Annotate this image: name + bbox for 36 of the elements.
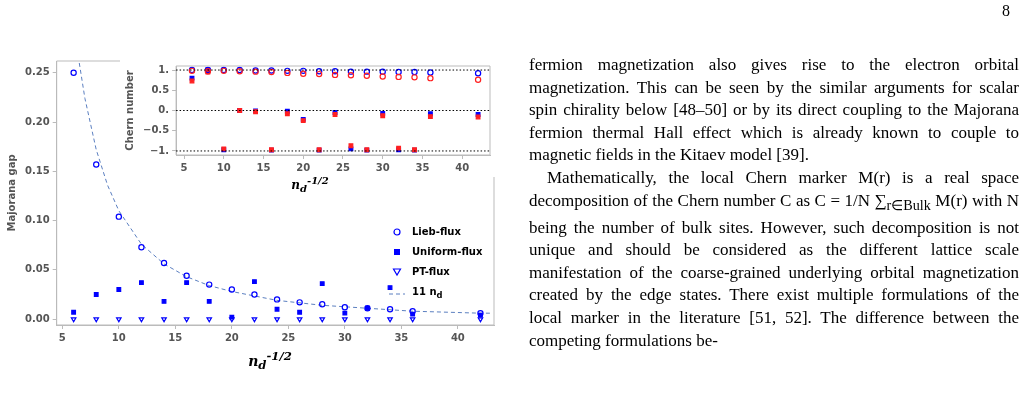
x-tick-label: 25 (336, 161, 350, 173)
y-tick-label: 0.05 (24, 263, 50, 275)
y-tick-label: 0.15 (24, 164, 50, 176)
y-tick-label: 0.20 (24, 115, 50, 127)
x-tick-label: 20 (296, 161, 311, 173)
y-tick-label: −1. (149, 144, 170, 156)
legend-label: PT-flux (412, 265, 450, 279)
text: 8 (1002, 2, 1010, 20)
x-tick-label: 15 (256, 161, 271, 173)
x-tick-label: 40 (450, 331, 465, 343)
y-axis-title: Majorana gap (5, 154, 17, 232)
y-tick-label: 0.10 (24, 214, 50, 226)
x-tick-label: 30 (337, 331, 352, 343)
x-tick-label: 10 (216, 161, 231, 173)
text: fermion magnetization also gives rise to the electron orbital magnetization. This can be seen by the similar arguments for scalar spin chirality below [48–50] or by its direct coupling to the Majorana fermion thermal Hall effect which is already known to couple to magnetic fields in the Kitaev model [39]. (529, 54, 1019, 167)
legend-label: Uniform-flux (412, 245, 483, 259)
y-axis-title: Chern number (123, 70, 135, 151)
y-tick-label: 1. (158, 63, 170, 75)
y-tick-label: −0.5 (143, 124, 170, 136)
y-tick-label: 0.25 (24, 66, 50, 78)
y-tick-label: 0.5 (151, 83, 170, 95)
x-tick-label: 5 (180, 161, 188, 173)
x-tick-label: 35 (394, 331, 409, 343)
x-tick-label: 25 (281, 331, 296, 343)
y-tick-label: 0.00 (24, 312, 50, 324)
x-tick-label: 40 (455, 161, 470, 173)
y-tick-label: 0. (158, 104, 170, 116)
x-tick-label: 15 (168, 331, 183, 343)
text: Mathematically, the local Chern marker M(r) is a real space decomposition of the Chern number C as C = 1/N ∑$_{r∈Bulk}$ M(r) with N being the number of bulk sites. However, such decomposition is not unique and should be considered as the different lattice scale manifestation of the coarse-grained underlying orbital magnetization created by the edge states. There exist multiple formulations of the local marker in the literature [51, 52]. The difference between the competing formulations be- (529, 167, 1019, 350)
x-tick-label: 35 (415, 161, 430, 173)
legend-label: Lieb-flux (412, 225, 461, 239)
x-tick-label: 5 (58, 331, 66, 343)
x-tick-label: 10 (111, 331, 126, 343)
x-tick-label: 30 (375, 161, 390, 173)
legend-label: 11 n$_{d}$ (412, 285, 443, 302)
x-tick-label: 20 (224, 331, 239, 343)
